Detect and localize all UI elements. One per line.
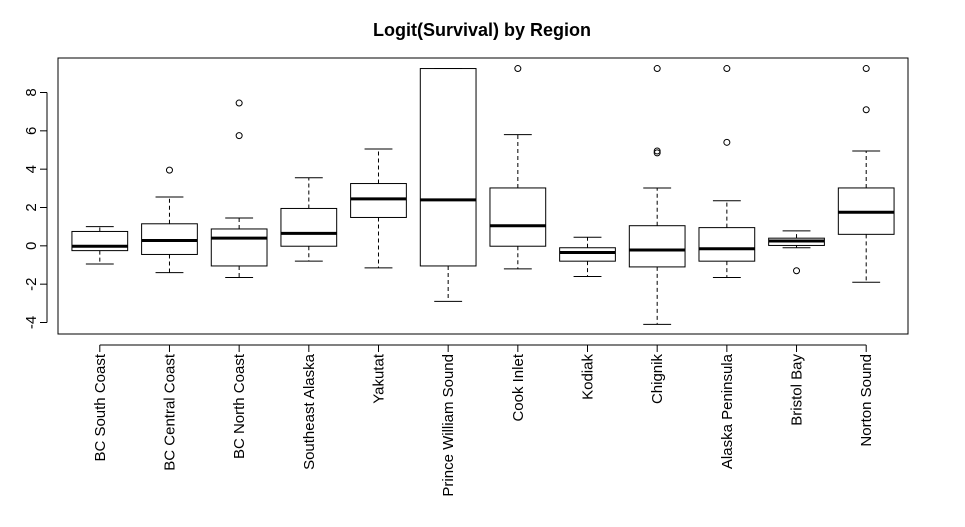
- boxes: [71, 65, 895, 325]
- box-7: [489, 65, 547, 270]
- x-category-label: Alaska Peninsula: [719, 353, 736, 469]
- x-category-label: Yakutat: [370, 353, 387, 404]
- y-tick-label: 6: [23, 127, 40, 135]
- x-category-label: Chignik: [649, 354, 666, 405]
- y-tick-label: -2: [23, 277, 40, 290]
- outlier-point: [653, 147, 661, 155]
- box-iqr: [698, 227, 756, 262]
- y-axis: -4 -2 0 2 4 6 8: [23, 88, 48, 329]
- box-11: [768, 230, 825, 275]
- box-10: [698, 65, 756, 278]
- box-1: [71, 226, 129, 265]
- x-category-label: BC Central Coast: [161, 353, 178, 471]
- x-category-label: Kodiak: [580, 354, 597, 400]
- x-category-label: Norton Sound: [858, 354, 875, 447]
- y-tick-label: 8: [23, 88, 40, 96]
- outlier-point: [653, 149, 661, 157]
- box-iqr: [628, 225, 686, 268]
- x-category-label: Bristol Bay: [789, 354, 806, 426]
- y-tick-label: -4: [23, 316, 40, 329]
- box-8: [559, 236, 616, 277]
- y-tick-label: 2: [23, 203, 40, 211]
- box-4: [280, 177, 338, 262]
- box-5: [350, 148, 407, 269]
- outlier-point: [793, 267, 801, 275]
- box-iqr: [280, 207, 338, 247]
- y-tick-label: 4: [23, 165, 40, 173]
- box-12: [837, 65, 895, 283]
- x-category-label: BC South Coast: [92, 353, 109, 461]
- plot-frame: [57, 57, 909, 335]
- outlier-point: [862, 106, 870, 114]
- box-iqr: [71, 230, 129, 252]
- box-iqr: [489, 187, 547, 247]
- x-category-label: Southeast Alaska: [301, 353, 318, 470]
- box-9: [628, 65, 686, 325]
- box-iqr: [419, 68, 477, 267]
- outlier-point: [723, 65, 731, 73]
- outlier-point: [862, 65, 870, 73]
- x-axis: BC South Coast BC Central Coast BC North C…: [92, 344, 875, 497]
- x-category-label: Prince William Sound: [440, 354, 457, 497]
- chart-title: Logit(Survival) by Region: [373, 20, 591, 40]
- box-iqr: [559, 247, 616, 262]
- box-2: [141, 166, 198, 274]
- box-iqr: [210, 228, 268, 267]
- outlier-point: [165, 166, 173, 174]
- outlier-point: [235, 132, 243, 140]
- box-iqr: [350, 183, 407, 218]
- outlier-point: [723, 138, 731, 146]
- box-6: [419, 68, 477, 302]
- outlier-point: [514, 65, 522, 73]
- x-category-label: BC North Coast: [231, 353, 248, 459]
- box-3: [210, 99, 268, 278]
- outlier-point: [235, 99, 243, 107]
- outlier-point: [653, 65, 661, 73]
- x-category-label: Cook Inlet: [510, 353, 527, 421]
- y-tick-label: 0: [23, 242, 40, 250]
